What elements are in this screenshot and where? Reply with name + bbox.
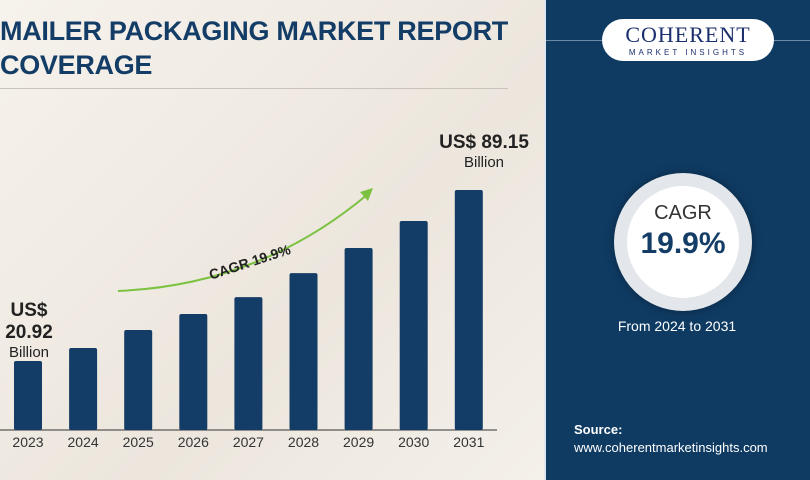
x-tick-label: 2030 [398, 434, 429, 450]
logo-line-left [546, 40, 602, 41]
growth-arrow [117, 193, 369, 292]
x-tick-label: 2029 [343, 434, 374, 450]
arrow-head-icon [360, 188, 373, 201]
x-tick-label: 2027 [233, 434, 264, 450]
forecast-period: From 2024 to 2031 [617, 318, 737, 334]
source-url: www.coherentmarketinsights.com [574, 440, 768, 455]
x-tick-label: 2028 [288, 434, 319, 450]
cagr-annotation: CAGR 19.9% [207, 241, 293, 283]
x-tick-label: 2023 [12, 434, 43, 450]
x-tick-label: 2026 [178, 434, 209, 450]
cagr-label: CAGR [654, 202, 712, 224]
bar-2028 [289, 273, 318, 430]
bar-2025 [124, 329, 153, 430]
end-value-label: US$ 89.15 Billion [439, 132, 529, 171]
x-tick-label: 2024 [68, 434, 99, 450]
cagr-badge: CAGR 19.9% [627, 186, 739, 298]
source-label: Source: [574, 422, 623, 437]
bar-2030 [399, 220, 428, 430]
logo-line-right [774, 40, 810, 41]
title-line-1: MAILER PACKAGING MARKET REPORT [0, 16, 508, 46]
bar-2026 [179, 313, 208, 430]
bar-chart: CAGR 19.9% 2023 2024 2025 2026 2027 2028 2029 2… [0, 188, 497, 450]
bar-2024 [69, 348, 98, 430]
page-title: MAILER PACKAGING MARKET REPORT COVERAGE [0, 14, 508, 82]
x-tick-label: 2025 [123, 434, 154, 450]
start-value-label: US$ 20.92 Billion [5, 300, 53, 361]
company-logo: COHERENT MARKET INSIGHTS [602, 19, 774, 61]
x-tick-label: 2031 [453, 434, 484, 450]
bar-2031 [454, 190, 483, 430]
title-line-2: COVERAGE [0, 50, 153, 80]
bar-2027 [234, 297, 263, 430]
divider [0, 88, 508, 89]
cagr-value: 19.9% [640, 227, 726, 260]
bar-2029 [344, 248, 373, 430]
bar-2023 [14, 361, 42, 430]
